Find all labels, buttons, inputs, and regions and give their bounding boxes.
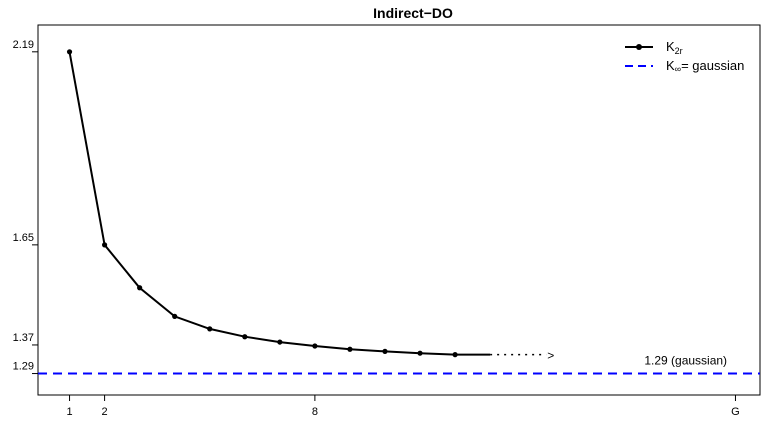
legend-k2r-sub: 2r [675,46,683,56]
x-tick-label-0: 1 [66,406,72,418]
legend: K2r K∞= gaussian [625,39,744,74]
x-tick-label-2: 8 [312,406,318,418]
k2r-line [68,51,456,356]
k2r-point-9 [382,348,388,354]
legend-gaussian-main: K [666,58,675,73]
x-tick-label-1: 2 [102,406,108,418]
y-tick-label-3: 2.19 [13,39,34,51]
plot-area [37,24,761,396]
k2r-point-11 [452,352,458,358]
legend-gaussian-rest: = gaussian [681,58,744,73]
chart-title: Indirect−DO [373,5,453,21]
y-tick-label-1: 1.37 [13,332,34,344]
k2r-point-1 [101,242,108,248]
legend-gaussian-label: K∞= gaussian [666,58,744,74]
x-axis: 1 2 8 G [66,395,740,418]
k2r-point-6 [277,339,283,345]
k2r-point-3 [172,313,178,319]
continuation-arrow: > [547,349,554,363]
k2r-point-10 [417,350,423,356]
legend-gaussian-sub: ∞ [675,64,681,74]
legend-k2r-marker [636,44,642,50]
k2r-point-8 [347,346,353,352]
x-tick-label-3: G [731,406,740,418]
legend-k2r-label: K2r [666,39,683,56]
k2r-point-7 [312,343,318,349]
y-tick-label-0: 1.29 [13,361,34,373]
k2r-point-2 [137,285,143,291]
y-tick-label-2: 1.65 [13,232,34,244]
y-axis: 1.29 1.37 1.65 2.19 [13,39,38,375]
k2r-point-5 [242,334,248,340]
gaussian-annotation: 1.29 (gaussian) [644,354,727,368]
k2r-point-4 [207,326,213,332]
k2r-point-0 [66,49,73,55]
series-layer: > [38,49,760,375]
legend-k2r-main: K [666,39,675,54]
